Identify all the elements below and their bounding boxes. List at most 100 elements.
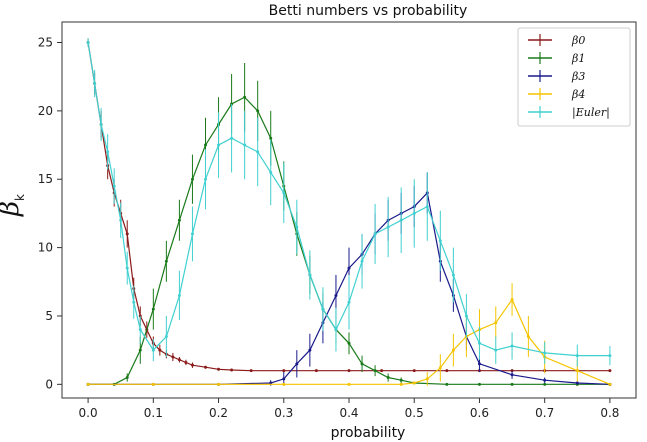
- data-point: [125, 266, 129, 270]
- data-point: [373, 232, 377, 236]
- data-point: [360, 259, 364, 263]
- data-point: [380, 369, 384, 373]
- data-point: [269, 136, 273, 140]
- data-point: [543, 351, 547, 355]
- data-point: [190, 363, 194, 367]
- data-point: [106, 150, 110, 154]
- data-point: [132, 300, 136, 304]
- legend-label-2: β3: [571, 70, 585, 83]
- data-point: [438, 366, 442, 370]
- chart-title: Betti numbers vs probability: [269, 3, 468, 19]
- x-tick-label-0: 0.0: [79, 406, 98, 420]
- x-tick-label-2: 0.2: [209, 406, 228, 420]
- y-tick-label-1: 5: [45, 309, 53, 323]
- data-point: [347, 300, 351, 304]
- data-point: [256, 109, 260, 113]
- data-point: [425, 205, 429, 209]
- data-point: [445, 369, 449, 373]
- data-point: [543, 382, 547, 386]
- data-point: [477, 382, 481, 386]
- data-point: [230, 136, 234, 140]
- data-point: [190, 177, 194, 181]
- legend-box: [517, 27, 631, 127]
- data-point: [360, 362, 364, 366]
- legend-label-4: |Euler|: [572, 106, 610, 120]
- data-point: [494, 321, 498, 325]
- x-tick-label-5: 0.5: [405, 406, 424, 420]
- data-point: [451, 273, 455, 277]
- data-point: [177, 218, 181, 222]
- data-point: [256, 150, 260, 154]
- legend-label-0: β0: [571, 34, 585, 47]
- data-point: [464, 314, 468, 318]
- series-line-2: [88, 191, 610, 385]
- data-point: [184, 360, 188, 364]
- data-point: [334, 328, 338, 332]
- data-point: [321, 307, 325, 311]
- data-point: [282, 191, 286, 195]
- data-point: [171, 355, 175, 359]
- data-point: [164, 334, 168, 338]
- data-point: [347, 369, 351, 373]
- data-point: [399, 382, 403, 386]
- data-point: [112, 184, 116, 188]
- data-point: [373, 369, 377, 373]
- data-point: [204, 143, 207, 147]
- data-point: [575, 354, 579, 358]
- data-point: [151, 307, 155, 311]
- y-axis-title: βk: [0, 194, 27, 217]
- data-point: [347, 341, 351, 345]
- x-tick-label-3: 0.3: [274, 406, 293, 420]
- data-point: [386, 225, 390, 229]
- series-4: [86, 38, 612, 367]
- data-point: [177, 293, 181, 297]
- data-point: [412, 369, 416, 373]
- data-point: [99, 123, 103, 127]
- x-tick-label-6: 0.6: [470, 406, 489, 420]
- x-axis: 0.0 0.1 0.2 0.3 0.4 0.5 0.6 0.7 0.8: [79, 398, 619, 420]
- legend-label-3: β4: [571, 88, 585, 101]
- data-point: [249, 369, 253, 373]
- series-line-3: [88, 298, 611, 385]
- data-point: [526, 334, 530, 338]
- data-point: [138, 348, 142, 352]
- data-point: [164, 259, 168, 263]
- data-point: [86, 41, 90, 45]
- data-point: [445, 382, 449, 386]
- data-point: [282, 382, 286, 386]
- data-point: [93, 82, 97, 86]
- data-point: [399, 378, 403, 382]
- x-tick-label-1: 0.1: [144, 406, 163, 420]
- data-point: [295, 362, 299, 366]
- data-point: [543, 378, 547, 382]
- y-tick-label-3: 15: [38, 172, 53, 186]
- x-tick-label-4: 0.4: [339, 406, 358, 420]
- data-point: [347, 266, 351, 270]
- data-point: [334, 293, 338, 297]
- data-point: [386, 375, 390, 379]
- data-point: [295, 225, 299, 229]
- y-tick-label-2: 10: [38, 241, 53, 255]
- x-tick-label-8: 0.8: [600, 406, 619, 420]
- data-point: [425, 377, 429, 381]
- data-point: [451, 348, 455, 352]
- data-point: [477, 341, 481, 345]
- data-point: [510, 382, 514, 386]
- legend: β0 β1 β3 β4 |Euler|: [517, 27, 631, 127]
- data-point: [608, 369, 612, 373]
- x-tick-label-7: 0.7: [535, 406, 554, 420]
- data-point: [243, 143, 247, 147]
- y-tick-label-4: 20: [38, 104, 53, 118]
- data-point: [308, 273, 312, 277]
- y-tick-label-5: 25: [38, 36, 53, 50]
- data-point: [575, 381, 579, 385]
- legend-label-1: β1: [571, 52, 585, 65]
- data-point: [494, 348, 498, 352]
- data-point: [308, 348, 312, 352]
- data-point: [151, 348, 155, 352]
- data-point: [151, 382, 155, 386]
- data-point: [412, 211, 416, 215]
- series-layer: [86, 38, 612, 386]
- data-point: [510, 373, 514, 377]
